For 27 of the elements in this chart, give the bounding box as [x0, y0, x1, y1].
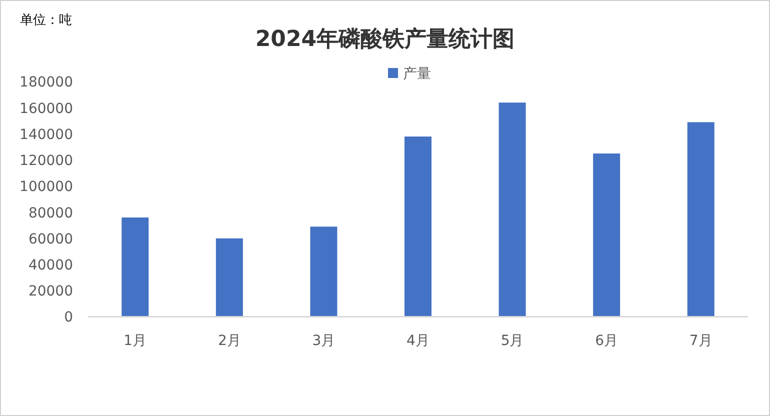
bar: [216, 238, 243, 317]
chart-title: 2024年磷酸铁产量统计图: [255, 26, 515, 52]
y-tick-label: 140000: [20, 126, 73, 143]
bar: [593, 154, 620, 317]
x-tick-label: 5月: [500, 333, 524, 349]
y-tick-label: 100000: [20, 179, 73, 196]
x-tick-label: 1月: [124, 333, 147, 349]
legend-label: 产量: [403, 66, 431, 82]
x-tick-label: 6月: [595, 333, 618, 349]
x-tick-label: 4月: [406, 333, 430, 349]
bar: [122, 217, 149, 317]
y-tick-label: 20000: [28, 284, 73, 300]
y-tick-label: 160000: [20, 100, 73, 117]
x-tick-label: 7月: [689, 333, 712, 349]
y-axis-title: 单位：吨: [20, 13, 72, 28]
bar: [498, 102, 526, 317]
y-tick-label: 40000: [28, 257, 73, 274]
bar: [687, 122, 714, 317]
y-tick-label: 0: [64, 310, 73, 326]
y-tick-label: 120000: [20, 153, 73, 170]
x-tick-label: 3月: [312, 333, 336, 349]
x-tick-label: 2月: [218, 333, 241, 349]
y-tick-label: 80000: [28, 205, 73, 222]
bar: [404, 136, 432, 317]
y-tick-label: 180000: [20, 74, 73, 91]
y-tick-label: 60000: [28, 231, 73, 248]
bar: [310, 226, 338, 317]
